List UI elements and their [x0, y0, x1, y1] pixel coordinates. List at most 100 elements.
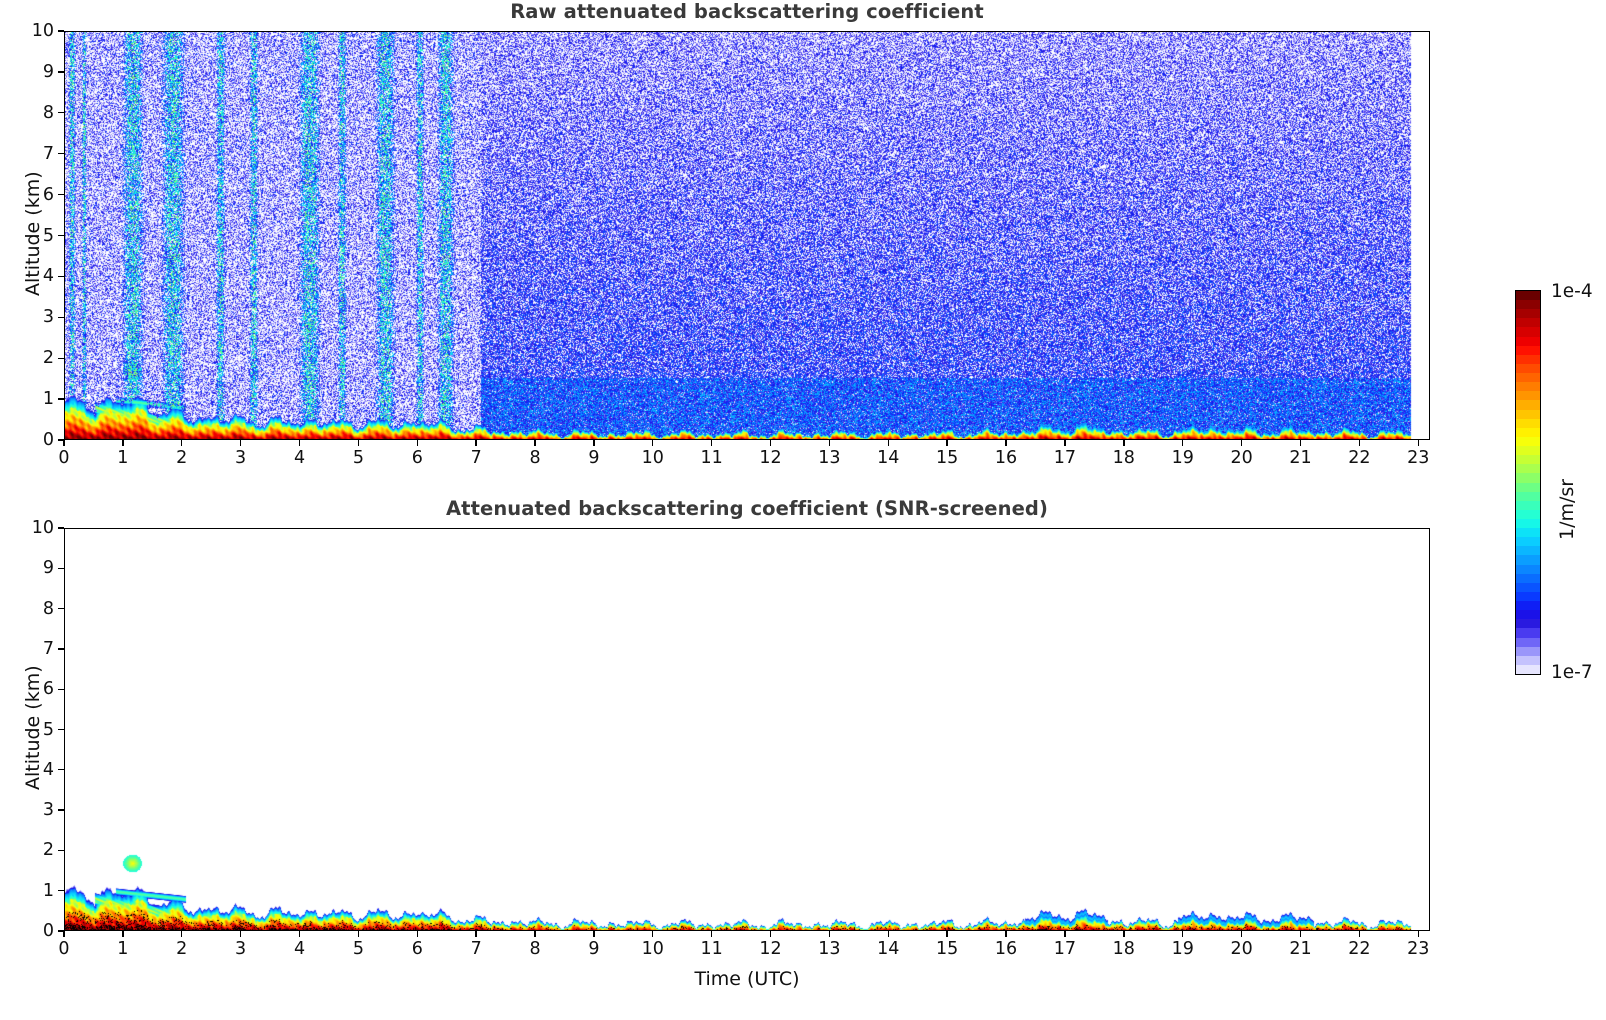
x-tick: [710, 440, 713, 446]
x-tick: [534, 440, 536, 446]
plot-area-screened: [64, 528, 1430, 931]
y-tick: [58, 112, 64, 114]
colorbar-max-label: 1e-4: [1551, 281, 1593, 302]
x-tick-label: 15: [936, 939, 959, 959]
x-tick-label: 5: [352, 939, 364, 959]
colorbar-segment: [1516, 509, 1540, 520]
x-tick: [122, 440, 124, 446]
x-tick-label: 10: [641, 939, 664, 959]
x-tick: [1005, 440, 1007, 446]
colorbar-segment: [1516, 573, 1540, 584]
x-tick-label: 12: [759, 939, 782, 959]
colorbar-segment: [1516, 646, 1540, 657]
plot-clip-raw: [65, 32, 1429, 439]
colorbar-segment: [1516, 582, 1540, 593]
x-tick: [1358, 931, 1361, 937]
x-tick-label: 3: [235, 939, 247, 959]
colorbar-segment: [1516, 655, 1540, 666]
x-tick: [1182, 440, 1184, 446]
colorbar-segment: [1516, 327, 1540, 338]
colorbar-segment: [1516, 309, 1540, 320]
x-tick-label: 8: [529, 939, 541, 959]
x-tick: [475, 440, 477, 446]
x-tick-label: 6: [411, 939, 423, 959]
x-tick: [1417, 440, 1419, 446]
x-tick-label: 13: [818, 448, 841, 468]
y-tick-label: 8: [42, 102, 54, 123]
colorbar-segment: [1516, 564, 1540, 575]
x-tick: [828, 440, 831, 446]
colorbar-segment: [1516, 500, 1540, 511]
x-tick-label: 21: [1289, 448, 1312, 468]
plot-clip-screened: [65, 529, 1429, 930]
colorbar-segment: [1516, 664, 1540, 674]
x-tick-label: 23: [1407, 939, 1430, 959]
x-tick-label: 17: [1053, 939, 1077, 959]
colorbar-segment: [1516, 591, 1540, 602]
x-tick-label: 4: [293, 939, 306, 959]
x-tick-label: 16: [994, 939, 1018, 959]
colorbar-segment: [1516, 482, 1540, 493]
y-tick-label: 9: [42, 61, 54, 82]
y-tick-label: 6: [42, 184, 54, 205]
x-tick-label: 13: [818, 939, 841, 959]
x-tick-label: 15: [936, 448, 959, 468]
x-tick-label: 0: [58, 939, 70, 959]
x-tick-label: 1: [117, 939, 129, 959]
x-tick: [946, 440, 948, 446]
x-tick: [357, 440, 360, 446]
y-tick: [58, 567, 64, 569]
x-tick: [63, 931, 65, 937]
x-tick: [710, 931, 713, 937]
x-tick: [1417, 931, 1419, 937]
x-tick: [63, 440, 65, 446]
x-tick: [593, 931, 595, 937]
colorbar-segment: [1516, 610, 1540, 621]
x-tick: [1240, 931, 1243, 937]
x-tick-label: 20: [1230, 939, 1253, 959]
x-tick-label: 17: [1053, 448, 1077, 468]
x-tick: [416, 931, 418, 937]
x-tick: [1064, 440, 1066, 446]
x-tick-label: 16: [994, 448, 1018, 468]
y-tick-label: 7: [42, 638, 54, 659]
y-tick-label: 7: [42, 143, 54, 164]
x-tick-label: 18: [1112, 939, 1135, 959]
x-tick: [1123, 931, 1125, 937]
colorbar-segment: [1516, 436, 1540, 447]
x-tick-label: 10: [641, 448, 664, 468]
colorbar-segment: [1516, 546, 1540, 557]
colorbar: [1515, 290, 1541, 675]
x-tick: [357, 931, 360, 937]
y-tick-label: 4: [42, 759, 54, 780]
colorbar-segment: [1516, 400, 1540, 411]
y-tick-label: 2: [42, 840, 54, 861]
colorbar-segment: [1516, 354, 1540, 365]
colorbar-segment: [1516, 382, 1540, 393]
y-tick: [58, 648, 64, 650]
x-tick-label: 7: [470, 939, 482, 959]
x-tick: [416, 440, 418, 446]
y-tick: [58, 30, 64, 32]
x-tick-label: 23: [1407, 448, 1430, 468]
y-tick: [58, 439, 64, 441]
colorbar-segment: [1516, 464, 1540, 475]
x-tick: [1005, 931, 1007, 937]
x-tick-label: 12: [759, 448, 782, 468]
heatmap-raw: [65, 32, 1429, 439]
x-tick: [769, 440, 772, 446]
x-tick: [887, 931, 889, 937]
y-tick-label: 10: [31, 21, 54, 41]
colorbar-segment: [1516, 637, 1540, 648]
y-tick-label: 1: [42, 880, 54, 901]
y-tick: [58, 688, 64, 690]
x-tick: [475, 931, 477, 937]
x-tick: [652, 440, 654, 446]
colorbar-segment: [1516, 345, 1540, 356]
x-tick-label: 7: [470, 448, 482, 468]
x-tick: [1299, 440, 1302, 446]
y-tick: [58, 769, 64, 771]
x-tick: [298, 440, 301, 446]
y-tick: [58, 193, 64, 196]
x-tick: [534, 931, 536, 937]
